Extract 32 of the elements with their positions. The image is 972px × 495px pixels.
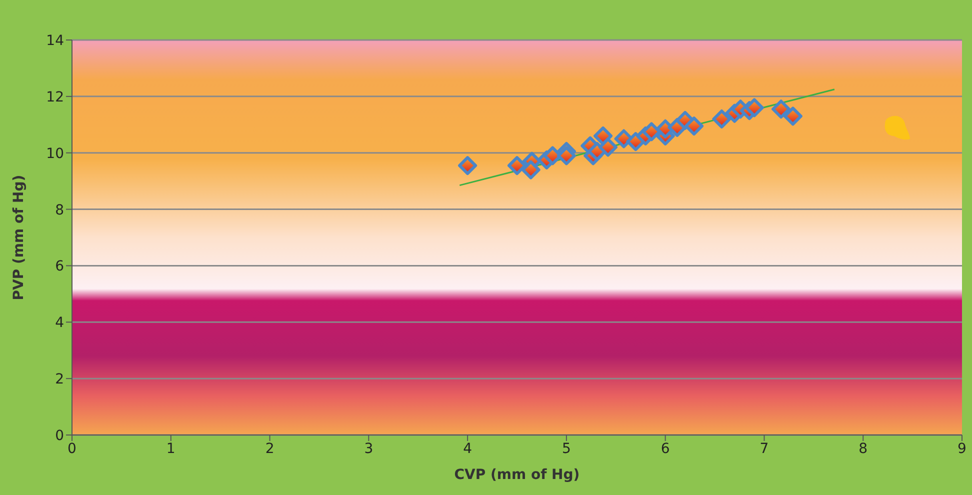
point (594, 126, 613, 146)
y-tick-label: 12 (46, 89, 64, 106)
y-tick-label: 14 (46, 32, 64, 49)
point (642, 122, 661, 142)
point (684, 116, 704, 136)
y-axis-title: PVP (mm of Hg) (10, 174, 27, 300)
y-tick-label: 4 (55, 315, 64, 332)
y-tick-label: 8 (55, 202, 64, 218)
point (458, 156, 478, 176)
x-tick-label: 8 (858, 440, 868, 457)
y-tick-label: 0 (55, 428, 64, 444)
point (772, 100, 791, 119)
x-tick-label: 7 (760, 440, 769, 457)
point (508, 156, 526, 176)
y-tick-label: 10 (46, 146, 64, 162)
x-tick-label: 4 (463, 440, 472, 457)
x-tick-label: 9 (958, 440, 966, 457)
x-tick-label: 0 (68, 440, 76, 457)
point (521, 160, 540, 180)
point (783, 106, 802, 126)
point (744, 98, 764, 118)
y-tick-label: 6 (55, 258, 64, 275)
x-tick-label: 3 (364, 440, 374, 457)
x-tick-label: 1 (166, 440, 176, 457)
point (712, 110, 732, 128)
y-tick-label: 2 (55, 372, 64, 388)
point (598, 138, 618, 157)
x-axis-title: CVP (mm of Hg) (454, 467, 580, 483)
x-tick-label: 2 (265, 440, 274, 457)
point (556, 146, 576, 166)
x-tick-label: 6 (660, 440, 670, 457)
x-tick-label: 5 (562, 440, 571, 457)
